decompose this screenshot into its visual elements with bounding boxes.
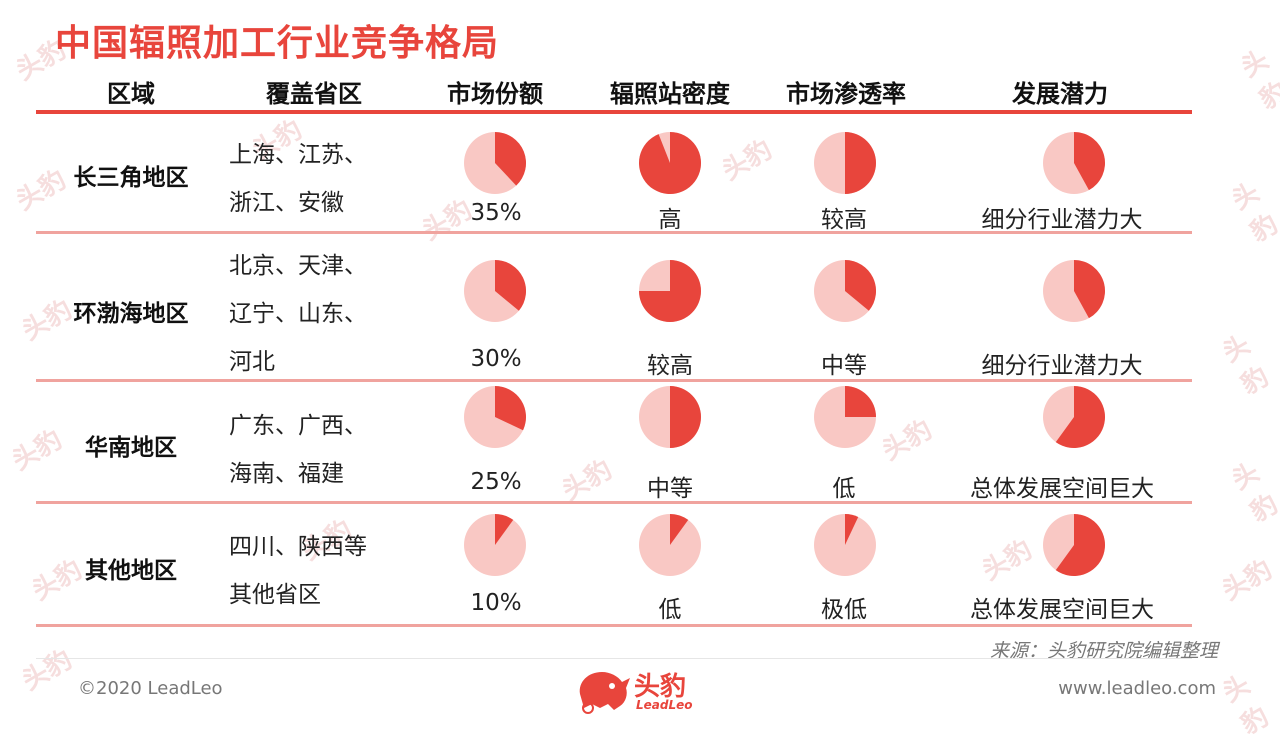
watermark-text: 头豹 [1217, 669, 1274, 741]
pie-slice [845, 514, 859, 545]
row-divider-2 [36, 379, 1192, 382]
header-potential: 发展潜力 [1012, 80, 1108, 108]
station-density-value: 高 [658, 207, 682, 233]
watermark-text: 头豹 [977, 534, 1038, 587]
province-list: 广东、广西、 海南、福建 [229, 413, 367, 487]
station-density-pie [639, 514, 701, 576]
pie-slice [670, 514, 689, 545]
region-label: 其他地区 [85, 558, 177, 584]
station-density-value: 中等 [647, 476, 693, 502]
province-list: 北京、天津、 辽宁、山东、 河北 [229, 253, 367, 375]
market-share-pie [464, 386, 526, 448]
station-density-pie [639, 386, 701, 448]
copyright: ©2020 LeadLeo [78, 678, 223, 699]
penetration-value: 中等 [821, 353, 867, 379]
market-share-value: 10% [470, 590, 522, 616]
penetration-pie [814, 386, 876, 448]
pie-slice [1055, 386, 1105, 448]
watermark-text: 头豹 [557, 454, 618, 507]
penetration-value: 低 [832, 476, 856, 502]
market-share-value: 30% [470, 346, 522, 372]
pie-slice [639, 260, 701, 322]
header-station-density: 辐照站密度 [610, 80, 730, 108]
station-density-value: 较高 [647, 353, 693, 379]
pie-slice [495, 514, 514, 545]
pie-slice [1055, 514, 1105, 576]
logo-brand-text: 头豹 [634, 672, 687, 702]
pie-slice [639, 132, 701, 194]
watermark-text: 头豹 [1227, 457, 1280, 529]
header-provinces: 覆盖省区 [266, 80, 362, 108]
row-divider-4 [36, 624, 1192, 627]
pie-slice [845, 260, 876, 311]
region-label: 华南地区 [85, 435, 177, 461]
region-label: 环渤海地区 [73, 301, 189, 327]
footer-divider [36, 658, 1192, 659]
header-divider [36, 110, 1192, 114]
market-share-pie [464, 260, 526, 322]
watermark-text: 头豹 [1236, 44, 1280, 116]
header-region: 区域 [107, 80, 155, 108]
pie-slice [495, 386, 526, 431]
market-share-pie [464, 514, 526, 576]
penetration-pie [814, 514, 876, 576]
station-density-value: 低 [658, 597, 682, 623]
potential-pie [1043, 132, 1105, 194]
province-list: 四川、陕西等 其他省区 [229, 534, 367, 608]
penetration-value: 极低 [821, 597, 867, 623]
leadleo-logo: 头豹 LeadLeo [574, 664, 714, 716]
potential-value: 细分行业潜力大 [981, 353, 1143, 379]
watermark-text: 头豹 [1217, 554, 1278, 607]
pie-slice [495, 132, 526, 186]
region-label: 长三角地区 [73, 165, 189, 191]
logo-sub-text: LeadLeo [636, 698, 693, 712]
potential-value: 总体发展空间巨大 [970, 476, 1154, 502]
market-share-value: 25% [470, 469, 522, 495]
penetration-pie [814, 260, 876, 322]
watermark-text: 头豹 [17, 644, 78, 697]
watermark-text: 头豹 [1227, 177, 1280, 249]
pie-slice [670, 386, 701, 448]
potential-pie [1043, 386, 1105, 448]
potential-pie [1043, 514, 1105, 576]
watermark-text: 头豹 [1217, 329, 1274, 401]
potential-value: 总体发展空间巨大 [970, 597, 1154, 623]
header-market-share: 市场份额 [447, 80, 543, 108]
province-list: 上海、江苏、 浙江、安徽 [229, 142, 367, 216]
potential-pie [1043, 260, 1105, 322]
potential-value: 细分行业潜力大 [981, 207, 1143, 233]
pie-slice [1074, 260, 1105, 319]
row-divider-3 [36, 501, 1192, 504]
watermark-text: 头豹 [717, 134, 778, 187]
penetration-pie [814, 132, 876, 194]
market-share-value: 35% [470, 200, 522, 226]
pie-slice [1074, 132, 1105, 191]
station-density-pie [639, 260, 701, 322]
page-title: 中国辐照加工行业竞争格局 [55, 23, 500, 64]
header-penetration: 市场渗透率 [786, 80, 906, 108]
pie-slice [845, 386, 876, 417]
market-share-pie [464, 132, 526, 194]
pie-slice [845, 132, 876, 194]
pie-slice [495, 260, 526, 311]
watermark-text: 头豹 [877, 414, 938, 467]
row-divider-1 [36, 231, 1192, 234]
penetration-value: 较高 [821, 207, 867, 233]
station-density-pie [639, 132, 701, 194]
source-note: 来源：头豹研究院编辑整理 [989, 640, 1218, 662]
leopard-head-icon [579, 672, 630, 714]
website-url[interactable]: www.leadleo.com [1058, 678, 1216, 699]
